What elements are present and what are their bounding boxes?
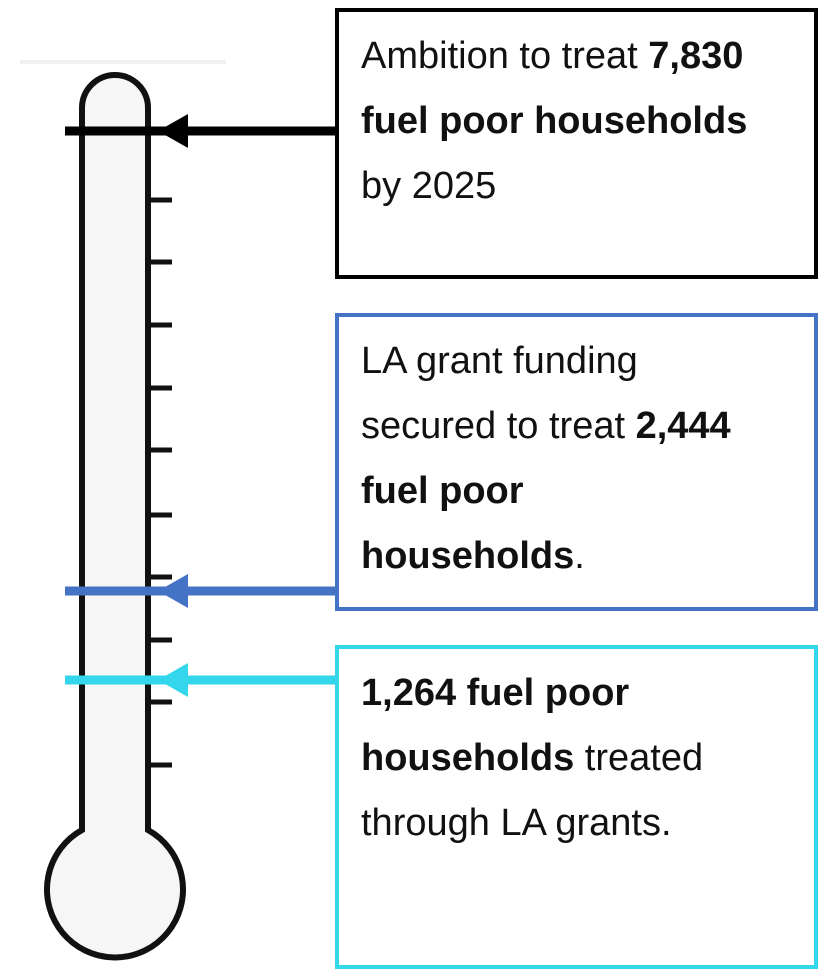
scale (148, 197, 172, 768)
shade (20, 60, 226, 64)
callout-box: Ambition to treat 7,830 fuel poor househ… (335, 8, 818, 279)
text: LA grant funding secured to treat (361, 340, 638, 447)
callout-box: LA grant funding secured to treat 2,444 … (335, 313, 818, 611)
callout-box: 1,264 fuel poor households treated throu… (335, 645, 818, 969)
tube (44, 72, 186, 961)
arrow (65, 114, 335, 148)
bold-text: 7,830 fuel poor households (361, 35, 748, 142)
bold-text: 2,444 fuel poor households (361, 405, 731, 577)
text: by 2025 (361, 165, 497, 207)
text: Ambition to treat (361, 35, 649, 77)
text: . (574, 535, 585, 577)
bold-text: 1,264 fuel poor households (361, 672, 630, 779)
arrow (65, 574, 337, 608)
arrow (65, 663, 336, 697)
text: treated through LA grants. (361, 737, 704, 844)
